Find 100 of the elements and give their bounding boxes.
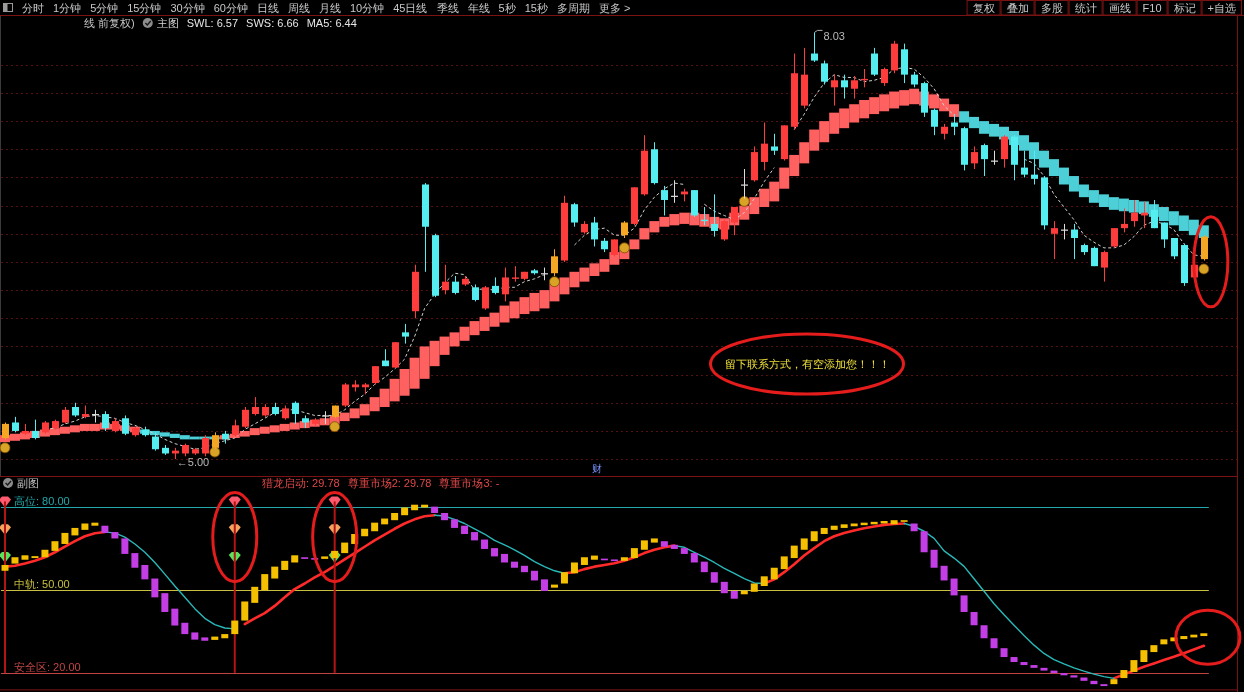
bar bbox=[251, 586, 259, 603]
bar bbox=[960, 595, 968, 612]
chart-subtitle: 主图 bbox=[156, 17, 179, 29]
text: 分时 bbox=[22, 2, 44, 14]
bar bbox=[91, 522, 99, 526]
bar bbox=[930, 549, 938, 568]
bar bbox=[520, 565, 528, 573]
bar bbox=[471, 532, 479, 541]
annotation: 留下联系方式，有空添加您！！！ bbox=[724, 358, 890, 370]
bar bbox=[710, 572, 718, 583]
bar bbox=[720, 581, 728, 594]
bar bbox=[950, 578, 958, 596]
text: 60分钟 bbox=[213, 2, 248, 14]
text: 5分钟 bbox=[90, 2, 119, 14]
text: +自选 bbox=[1207, 2, 1236, 14]
bar bbox=[1070, 675, 1078, 678]
bar bbox=[1180, 636, 1188, 640]
bar bbox=[411, 504, 419, 511]
ref-line-label: 中轨: 50.00 bbox=[14, 577, 70, 590]
annotation: SWL: 6.57 bbox=[186, 17, 239, 29]
bar bbox=[4, 501, 6, 673]
bar bbox=[41, 549, 49, 558]
chart-title: 副图 bbox=[17, 477, 39, 489]
bar bbox=[940, 565, 948, 581]
bar bbox=[461, 525, 469, 535]
bar bbox=[333, 501, 336, 673]
point bbox=[549, 276, 560, 288]
bar bbox=[570, 562, 578, 574]
bar bbox=[101, 525, 109, 533]
text: F10 bbox=[1142, 2, 1162, 14]
bar bbox=[111, 532, 119, 539]
text: 复权 bbox=[972, 2, 995, 14]
bar bbox=[233, 501, 236, 673]
bar bbox=[71, 527, 79, 536]
annotation: 猎龙启动: 29.78 bbox=[262, 477, 340, 489]
bar bbox=[650, 538, 658, 543]
annotation: SWS: 6.66 bbox=[246, 17, 299, 29]
bar bbox=[21, 555, 29, 560]
bar bbox=[910, 523, 918, 532]
bar bbox=[580, 557, 588, 565]
bar bbox=[690, 553, 698, 563]
bar bbox=[341, 542, 349, 554]
point bbox=[1198, 263, 1210, 275]
bar bbox=[1150, 645, 1158, 653]
bar bbox=[890, 520, 898, 525]
bar bbox=[670, 544, 678, 549]
bar bbox=[629, 239, 640, 250]
bar bbox=[371, 522, 379, 532]
text: 更多 > bbox=[598, 2, 631, 14]
text: 多股 bbox=[1040, 2, 1063, 14]
bar bbox=[630, 548, 638, 559]
bar bbox=[131, 553, 139, 568]
text: 5秒 bbox=[498, 2, 516, 14]
bar bbox=[1060, 673, 1068, 676]
bar bbox=[211, 636, 219, 640]
bar bbox=[1080, 677, 1088, 681]
bar bbox=[431, 506, 439, 513]
text: 标记 bbox=[1172, 2, 1196, 14]
bar bbox=[261, 574, 269, 591]
bar bbox=[1, 564, 9, 571]
bar bbox=[481, 539, 489, 549]
point bbox=[618, 242, 630, 254]
bar bbox=[1160, 639, 1168, 645]
bar bbox=[730, 590, 738, 599]
bar bbox=[750, 583, 758, 592]
bar bbox=[221, 634, 229, 639]
text: 1分钟 bbox=[53, 2, 82, 14]
text: 45日线 bbox=[393, 2, 428, 14]
bar bbox=[980, 625, 988, 639]
annotation: 尊重市场3: - bbox=[439, 477, 500, 489]
bar bbox=[840, 524, 848, 528]
bar bbox=[1110, 679, 1118, 685]
bar bbox=[760, 576, 768, 586]
bar bbox=[1040, 667, 1048, 671]
bar bbox=[550, 584, 558, 588]
bar bbox=[780, 556, 788, 570]
text: 月线 bbox=[319, 2, 341, 14]
bar bbox=[121, 538, 129, 554]
bar bbox=[201, 637, 209, 641]
bar bbox=[271, 566, 279, 579]
bar bbox=[191, 632, 199, 640]
annotation: ←5.00 bbox=[176, 456, 210, 469]
bar bbox=[241, 601, 249, 621]
bar bbox=[331, 550, 339, 559]
bar bbox=[540, 579, 548, 591]
bar bbox=[560, 572, 568, 584]
bar bbox=[441, 513, 449, 521]
point bbox=[0, 442, 11, 454]
ref-line-label: 安全区: 20.00 bbox=[14, 660, 81, 673]
bar bbox=[1010, 657, 1018, 663]
bar bbox=[51, 541, 59, 551]
bar bbox=[1000, 648, 1008, 658]
bar bbox=[141, 564, 149, 580]
bar bbox=[451, 519, 459, 528]
annotation: 尊重市场2: 29.78 bbox=[347, 477, 432, 489]
bar bbox=[640, 540, 648, 550]
bar bbox=[61, 532, 69, 544]
point bbox=[329, 421, 341, 433]
bar bbox=[770, 567, 778, 580]
bar bbox=[590, 555, 598, 560]
